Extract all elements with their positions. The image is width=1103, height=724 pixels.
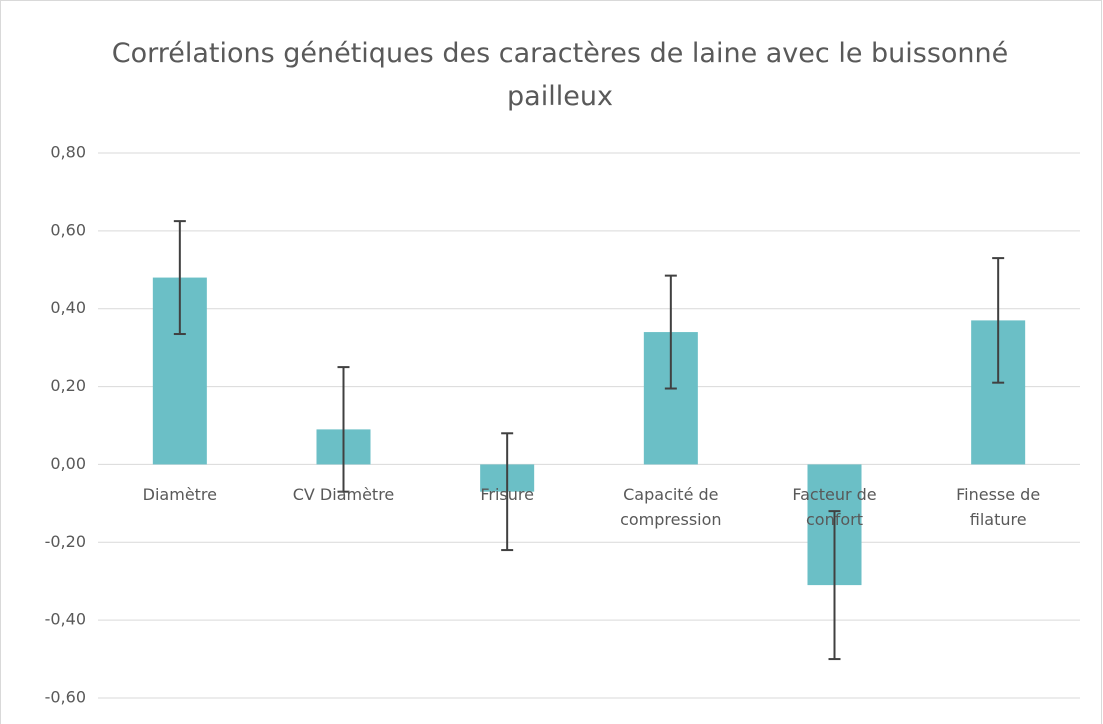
y-tick-label: 0,60	[50, 220, 86, 239]
x-tick-label: Capacité de compression	[620, 485, 722, 530]
chart-title: Corrélations génétiques des caractères d…	[111, 38, 1009, 112]
error-bar	[664, 274, 677, 390]
error-bar	[337, 366, 350, 493]
y-tick-label: 0,20	[50, 376, 86, 395]
x-tick-label: Diamètre	[142, 485, 217, 505]
error-bar	[992, 257, 1005, 384]
x-tick-label: Finesse de filature	[956, 485, 1041, 530]
y-tick-label: 0,00	[50, 454, 86, 473]
y-tick-label: -0,60	[45, 688, 86, 707]
y-tick-label: 0,40	[50, 298, 86, 317]
y-tick-label: 0,80	[50, 143, 86, 162]
x-tick-label: Frisure	[480, 485, 534, 505]
y-tick-label: -0,40	[45, 610, 86, 629]
error-bar	[173, 220, 186, 336]
error-bar	[501, 432, 514, 552]
x-tick-label: Facteur de confort	[792, 485, 877, 530]
y-tick-label: -0,20	[45, 532, 86, 551]
error-bar	[828, 510, 841, 661]
x-tick-label: CV Diamètre	[292, 485, 395, 505]
